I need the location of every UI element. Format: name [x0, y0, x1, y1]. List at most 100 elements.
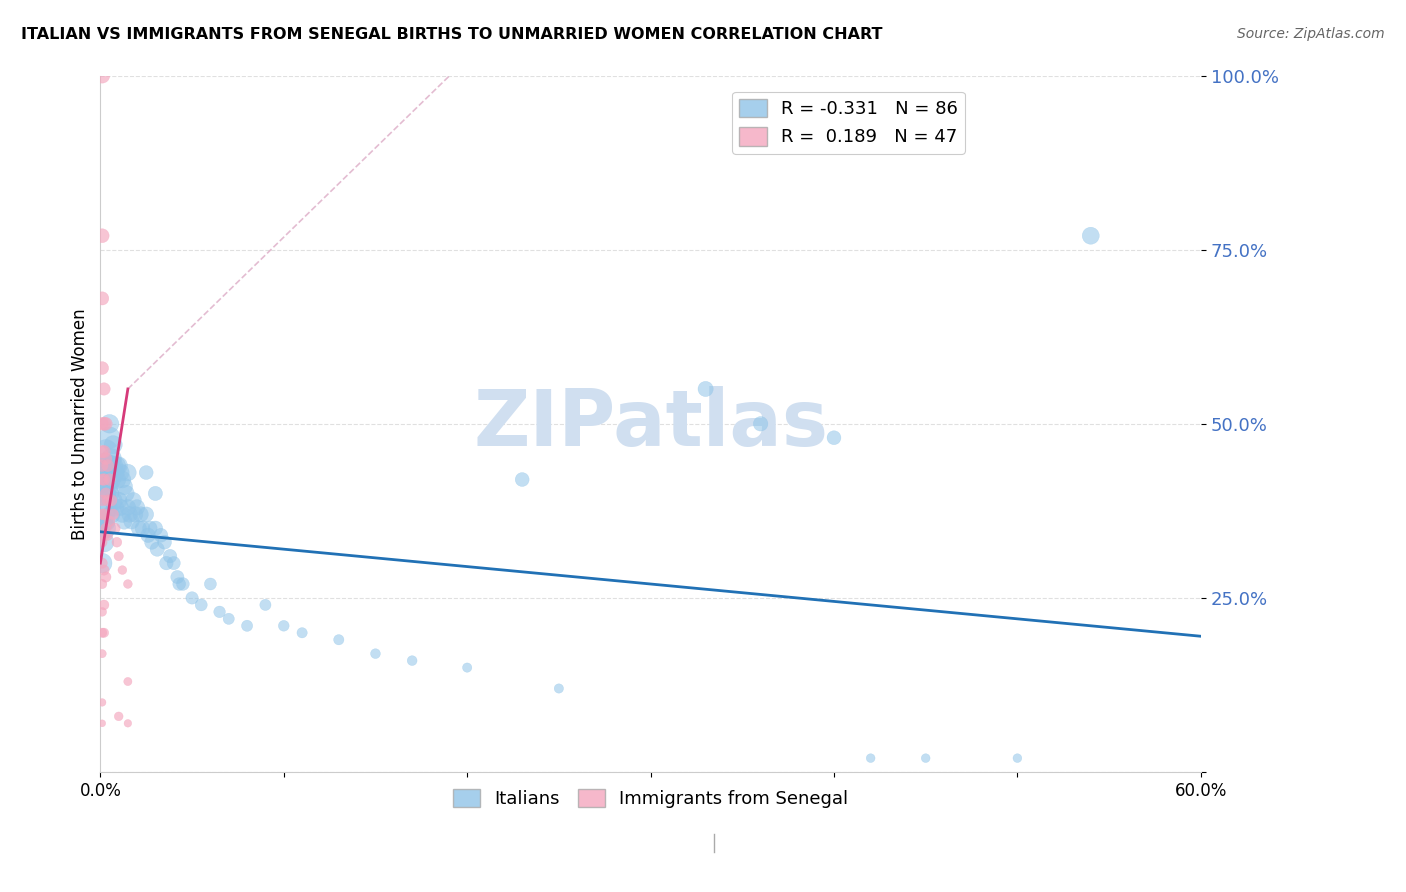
Point	[97, 500, 120, 515]
Point	[100, 508, 122, 522]
Point	[110, 500, 132, 515]
Point	[98, 473, 121, 487]
Point	[122, 493, 145, 508]
Point	[100, 451, 122, 466]
Point	[104, 500, 127, 515]
Point	[91, 556, 114, 570]
Point	[97, 479, 120, 493]
Point	[105, 458, 128, 473]
Point	[93, 382, 115, 396]
Point	[749, 417, 772, 431]
Point	[1080, 228, 1102, 243]
Point	[93, 444, 115, 458]
Point	[859, 751, 882, 765]
Point	[94, 514, 117, 528]
Point	[98, 431, 121, 445]
Point	[117, 577, 139, 591]
Point	[208, 605, 231, 619]
Point	[172, 577, 194, 591]
Point	[97, 493, 120, 508]
Point	[94, 486, 117, 500]
Point	[510, 473, 533, 487]
Point	[93, 563, 115, 577]
Point	[93, 598, 115, 612]
Point	[273, 619, 295, 633]
Point	[131, 521, 153, 535]
Point	[128, 521, 150, 535]
Point	[91, 69, 114, 83]
Point	[91, 493, 114, 508]
Point	[91, 292, 114, 306]
Point	[190, 598, 212, 612]
Point	[145, 486, 167, 500]
Point	[149, 528, 172, 542]
Point	[93, 508, 115, 522]
Point	[91, 556, 114, 570]
Point	[97, 458, 120, 473]
Point	[117, 466, 139, 480]
Point	[94, 521, 117, 535]
Point	[93, 473, 115, 487]
Point	[166, 570, 188, 584]
Legend: Italians, Immigrants from Senegal: Italians, Immigrants from Senegal	[446, 781, 856, 815]
Point	[103, 458, 125, 473]
Point	[103, 493, 125, 508]
Point	[91, 361, 114, 376]
Point	[94, 451, 117, 466]
Point	[105, 535, 128, 549]
Point	[97, 528, 120, 542]
Point	[117, 500, 139, 515]
Point	[107, 709, 129, 723]
Point	[112, 514, 135, 528]
Point	[124, 508, 146, 522]
Point	[91, 647, 114, 661]
Point	[93, 625, 115, 640]
Point	[93, 486, 115, 500]
Point	[547, 681, 569, 696]
Point	[117, 716, 139, 731]
Point	[98, 486, 121, 500]
Point	[93, 417, 115, 431]
Point	[94, 486, 117, 500]
Point	[100, 493, 122, 508]
Point	[456, 660, 478, 674]
Point	[93, 458, 115, 473]
Point	[135, 508, 157, 522]
Point	[401, 654, 423, 668]
Point	[94, 466, 117, 480]
Point	[104, 466, 127, 480]
Point	[98, 514, 121, 528]
Point	[103, 508, 125, 522]
Point	[91, 458, 114, 473]
Point	[111, 508, 134, 522]
Point	[107, 549, 129, 563]
Point	[110, 466, 132, 480]
Point	[112, 479, 135, 493]
Point	[236, 619, 259, 633]
Point	[91, 695, 114, 709]
Point	[136, 528, 159, 542]
Point	[93, 528, 115, 542]
Point	[94, 417, 117, 431]
Point	[91, 625, 114, 640]
Point	[91, 228, 114, 243]
Point	[328, 632, 350, 647]
Point	[167, 577, 190, 591]
Point	[98, 417, 121, 431]
Y-axis label: Births to Unmarried Women: Births to Unmarried Women	[72, 308, 89, 540]
Point	[91, 417, 114, 431]
Point	[91, 444, 114, 458]
Point	[914, 751, 936, 765]
Point	[105, 473, 128, 487]
Point	[91, 508, 114, 522]
Point	[364, 647, 387, 661]
Point	[91, 605, 114, 619]
Point	[91, 514, 114, 528]
Text: ITALIAN VS IMMIGRANTS FROM SENEGAL BIRTHS TO UNMARRIED WOMEN CORRELATION CHART: ITALIAN VS IMMIGRANTS FROM SENEGAL BIRTH…	[21, 27, 883, 42]
Point	[94, 444, 117, 458]
Point	[254, 598, 277, 612]
Point	[94, 521, 117, 535]
Point	[129, 508, 152, 522]
Point	[103, 438, 125, 452]
Point	[139, 521, 162, 535]
